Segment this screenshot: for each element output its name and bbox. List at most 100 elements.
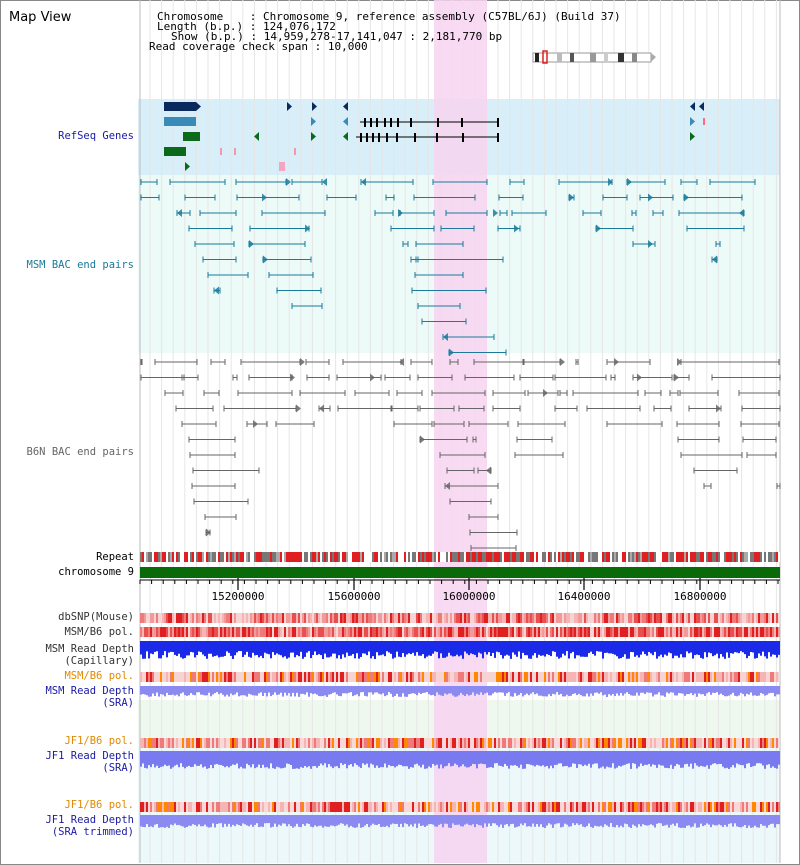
- depth-bar: [736, 686, 738, 697]
- heat-cell: [484, 672, 486, 682]
- repeat-segment: [728, 552, 730, 562]
- depth-tracks[interactable]: [140, 641, 780, 828]
- track-label-refseq[interactable]: RefSeq Genes: [58, 130, 134, 142]
- heat-cell: [634, 672, 636, 682]
- track-label-jf1-depth-trimmed[interactable]: JF1 Read Depth: [45, 814, 134, 826]
- heat-cell: [296, 627, 298, 637]
- repeat-segment: [374, 552, 376, 562]
- heat-cell: [418, 627, 420, 637]
- depth-bar: [670, 641, 672, 654]
- depth-bar: [422, 815, 424, 826]
- depth-bar: [674, 686, 676, 696]
- heat-cell: [548, 738, 550, 748]
- heat-cell: [456, 802, 458, 812]
- heat-cell: [590, 672, 592, 682]
- heat-cell: [728, 627, 730, 637]
- heat-cell: [670, 613, 672, 623]
- depth-bar: [240, 641, 242, 652]
- chromosome-ideogram[interactable]: [532, 50, 656, 64]
- heat-cell: [464, 802, 466, 812]
- heat-cell: [512, 738, 514, 748]
- repeat-segment: [544, 552, 546, 562]
- heat-cell: [442, 802, 444, 812]
- depth-bar: [594, 751, 596, 764]
- heat-cell: [548, 802, 550, 812]
- depth-bar: [256, 815, 258, 824]
- heat-cell: [676, 738, 678, 748]
- repeat-segment: [270, 552, 272, 562]
- refseq-genes-track[interactable]: [164, 102, 705, 171]
- depth-bar: [412, 686, 414, 694]
- depth-bar: [338, 815, 340, 825]
- bac-end-arrow: [445, 482, 450, 490]
- depth-bar: [166, 686, 168, 693]
- heat-cell: [496, 738, 498, 748]
- repeat-segment: [302, 552, 304, 562]
- b6n-bac-track[interactable]: [140, 358, 781, 551]
- heat-cell: [444, 613, 446, 623]
- track-label-jf1-pol-2[interactable]: JF1/B6 pol.: [64, 799, 134, 811]
- track-label-msm-bac[interactable]: MSM BAC end pairs: [26, 259, 134, 271]
- repeat-segment: [192, 552, 194, 562]
- track-label-msm-b6-pol[interactable]: MSM/B6 pol.: [64, 626, 134, 638]
- heat-cell: [694, 672, 696, 682]
- depth-bar: [276, 751, 278, 767]
- track-label-dbsnp[interactable]: dbSNP(Mouse): [58, 611, 134, 623]
- msm-bac-track[interactable]: [140, 178, 756, 357]
- depth-bar: [454, 815, 456, 825]
- track-label-b6n-bac[interactable]: B6N BAC end pairs: [26, 446, 134, 458]
- track-label-jf1-depth-sra[interactable]: JF1 Read Depth: [45, 750, 134, 762]
- heat-cell: [246, 627, 248, 637]
- repeat-segment: [454, 552, 456, 562]
- heat-cell: [468, 627, 470, 637]
- heat-cell: [592, 738, 594, 748]
- selection-highlight[interactable]: [434, 0, 487, 863]
- heat-cell: [770, 613, 772, 623]
- depth-bar: [436, 686, 438, 693]
- heat-cell: [718, 627, 720, 637]
- heat-cell: [428, 613, 430, 623]
- heat-cell: [550, 672, 552, 682]
- heat-cell: [378, 627, 380, 637]
- bac-end-arrow: [739, 209, 744, 217]
- heat-cell: [394, 627, 396, 637]
- heat-cell: [378, 738, 380, 748]
- depth-bar: [466, 686, 468, 695]
- heat-cell: [290, 738, 292, 748]
- repeat-segment: [744, 552, 746, 562]
- track-label-msm-depth-sra[interactable]: MSM Read Depth: [45, 685, 134, 697]
- heat-cell: [206, 802, 208, 812]
- depth-bar: [682, 815, 684, 828]
- depth-bar: [746, 686, 748, 694]
- depth-bar: [712, 686, 714, 693]
- depth-bar: [248, 641, 250, 657]
- heat-cell: [292, 627, 294, 637]
- heat-cell: [336, 613, 338, 623]
- depth-bar: [364, 815, 366, 826]
- repeat-segment: [260, 552, 262, 562]
- depth-bar: [538, 751, 540, 766]
- depth-bar: [480, 686, 482, 693]
- track-label-jf1-pol[interactable]: JF1/B6 pol.: [64, 735, 134, 747]
- repeat-track[interactable]: [140, 552, 780, 562]
- depth-bar: [254, 815, 256, 825]
- depth-bar: [316, 751, 318, 768]
- chromosome-bar[interactable]: [140, 567, 780, 578]
- depth-bar: [688, 641, 690, 654]
- bac-end-arrow: [398, 209, 403, 217]
- repeat-segment: [320, 552, 322, 562]
- heat-cell: [140, 672, 142, 682]
- bac-end-arrow: [290, 373, 295, 382]
- depth-bar: [726, 815, 728, 827]
- heat-cell: [238, 802, 240, 812]
- heat-cell: [388, 613, 390, 623]
- heat-cell: [696, 627, 698, 637]
- heat-cell: [218, 627, 220, 637]
- track-label-msm-depth-capillary[interactable]: MSM Read Depth: [45, 643, 134, 655]
- track-label-msm-b6-pol-sra[interactable]: MSM/B6 pol.: [64, 670, 134, 682]
- depth-bar: [748, 815, 750, 826]
- heat-tracks[interactable]: [140, 613, 780, 812]
- depth-bar: [186, 751, 188, 767]
- heat-cell: [770, 802, 772, 812]
